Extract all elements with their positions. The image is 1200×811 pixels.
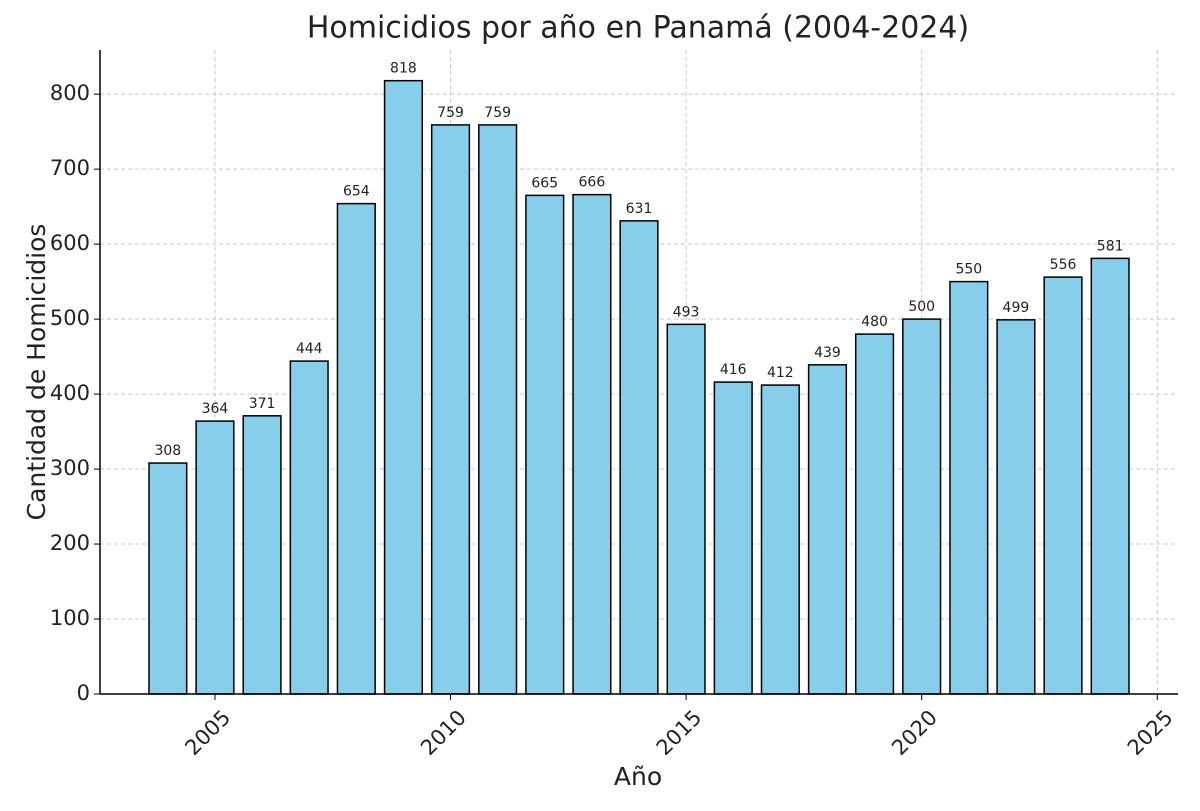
y-tick-label: 200	[50, 531, 90, 555]
bar	[666, 323, 706, 695]
bar	[902, 318, 942, 695]
data-label: 499	[1003, 300, 1030, 316]
y-tick-label: 700	[50, 156, 90, 180]
data-label: 631	[626, 201, 653, 217]
y-tick-label: 100	[50, 606, 90, 630]
bar	[430, 124, 471, 695]
data-label: 550	[955, 262, 982, 278]
data-label: 759	[437, 105, 464, 121]
bar	[478, 124, 518, 695]
bar	[336, 202, 376, 695]
data-label: 371	[249, 396, 276, 412]
data-label: 666	[579, 175, 606, 191]
data-label: 416	[720, 362, 747, 378]
y-tick-label: 500	[50, 306, 90, 330]
x-tick-label: 2015	[652, 705, 707, 760]
bar	[289, 360, 329, 695]
data-label: 500	[908, 299, 935, 315]
data-label: 308	[154, 443, 181, 459]
bar	[854, 333, 895, 695]
bar	[619, 220, 659, 695]
data-label: 665	[531, 175, 558, 191]
bar	[1090, 257, 1130, 695]
bar	[1043, 276, 1083, 695]
y-tick-label: 400	[50, 381, 90, 405]
bar	[807, 364, 848, 695]
x-tick-label: 2020	[887, 705, 942, 760]
data-label: 412	[767, 365, 794, 381]
bar	[713, 381, 753, 695]
x-tick-label: 2005	[180, 705, 235, 760]
bar	[242, 415, 282, 695]
data-label: 818	[390, 61, 417, 77]
y-tick-label: 600	[50, 231, 90, 255]
data-label: 654	[343, 184, 370, 200]
bar	[525, 194, 565, 695]
y-tick-label: 800	[50, 81, 90, 105]
y-axis-label: Cantidad de Homicidios	[22, 224, 51, 521]
data-label: 480	[861, 314, 888, 330]
bar	[195, 420, 235, 695]
data-label: 581	[1097, 238, 1124, 254]
bar	[383, 79, 424, 695]
data-label: 493	[673, 304, 700, 320]
chart-title: Homicidios por año en Panamá (2004-2024)	[307, 11, 969, 46]
bar	[760, 384, 800, 695]
data-label: 759	[484, 105, 511, 121]
data-label: 439	[814, 345, 841, 361]
bar	[572, 193, 612, 695]
x-axis-label: Año	[614, 762, 662, 791]
data-label: 444	[296, 341, 323, 357]
x-tick-label: 2010	[416, 705, 471, 760]
bar	[949, 280, 989, 695]
y-tick-label: 0	[77, 681, 90, 705]
data-label: 364	[202, 401, 229, 417]
bar	[996, 319, 1036, 695]
data-label: 556	[1050, 257, 1077, 273]
bar	[148, 462, 188, 695]
y-tick-label: 300	[50, 456, 90, 480]
x-tick-label: 2025	[1123, 705, 1178, 760]
